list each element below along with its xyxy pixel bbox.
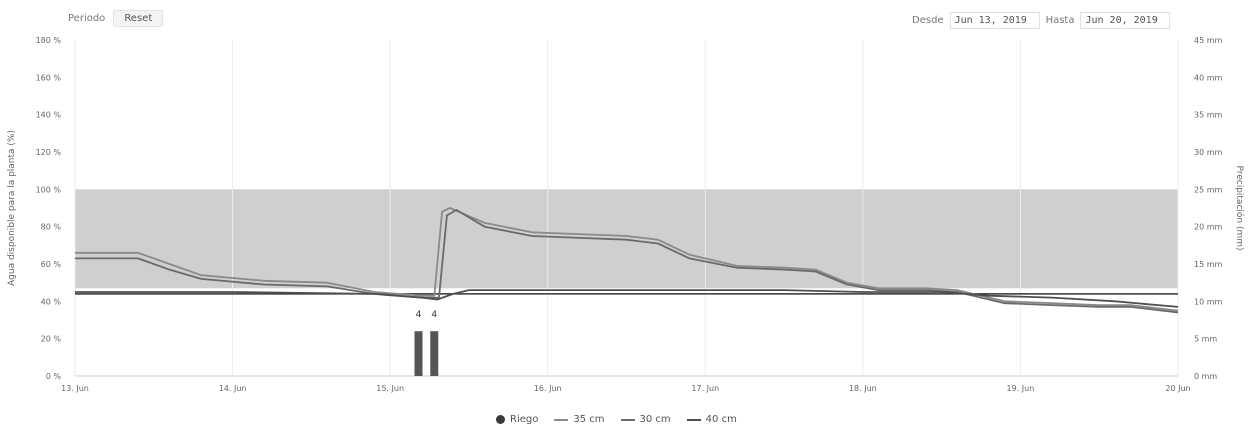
x-tick-label: 13. Jun — [61, 384, 89, 393]
x-tick-label: 18. Jun — [849, 384, 877, 393]
y2-tick-label: 30 mm — [1194, 148, 1223, 157]
from-label: Desde — [912, 15, 944, 26]
legend-dot-icon — [496, 415, 505, 424]
reset-button[interactable]: Reset — [113, 10, 164, 27]
y2-tick-label: 35 mm — [1194, 111, 1223, 120]
x-tick-label: 15. Jun — [376, 384, 404, 393]
legend-label: 35 cm — [573, 414, 605, 425]
riego-bar — [430, 331, 439, 376]
x-tick-label: 20 Jun — [1165, 384, 1190, 393]
y-tick-label: 60 % — [41, 260, 62, 269]
x-tick-label: 14. Jun — [219, 384, 247, 393]
y2-tick-label: 15 mm — [1194, 260, 1223, 269]
y-tick-label: 100 % — [36, 185, 62, 194]
to-label: Hasta — [1045, 15, 1075, 26]
y-tick-label: 180 % — [36, 36, 62, 45]
y-tick-label: 20 % — [41, 335, 62, 344]
legend-item-30cm[interactable]: 30 cm — [620, 414, 671, 425]
legend-label: 40 cm — [705, 414, 737, 425]
legend-item-40cm[interactable]: 40 cm — [686, 414, 737, 425]
legend-line-icon — [686, 418, 701, 421]
y2-tick-label: 45 mm — [1194, 36, 1223, 45]
from-date-input[interactable] — [949, 12, 1040, 29]
riego-bar — [414, 331, 423, 376]
y-axis-title: Agua disponible para la planta (%) — [7, 130, 17, 286]
legend-label: 30 cm — [639, 414, 671, 425]
x-tick-label: 16. Jun — [534, 384, 562, 393]
y-tick-label: 0 % — [46, 372, 62, 381]
series-line-40cm — [75, 289, 1179, 308]
legend-item-riego[interactable]: Riego — [496, 414, 538, 425]
y2-axis-title: Precipitación (mm) — [1234, 165, 1245, 250]
chart-legend: Riego 35 cm 30 cm 40 cm — [496, 414, 737, 425]
y-tick-label: 40 % — [41, 297, 62, 306]
y2-tick-label: 40 mm — [1194, 73, 1223, 82]
y2-tick-label: 10 mm — [1194, 297, 1223, 306]
series-line-30cm — [75, 209, 1179, 314]
x-tick-label: 19. Jun — [1007, 384, 1035, 393]
legend-line-icon — [554, 418, 569, 421]
y-tick-label: 120 % — [36, 148, 62, 157]
y2-tick-label: 25 mm — [1194, 185, 1223, 194]
y2-tick-label: 5 mm — [1194, 335, 1217, 344]
period-toolbar: Periodo Reset — [68, 10, 164, 27]
y2-tick-label: 20 mm — [1194, 223, 1223, 232]
riego-label: 4 — [416, 310, 422, 320]
x-tick-label: 17. Jun — [691, 384, 719, 393]
legend-item-35cm[interactable]: 35 cm — [554, 414, 605, 425]
y-tick-label: 80 % — [41, 223, 62, 232]
riego-label: 4 — [431, 310, 437, 320]
period-label: Periodo — [68, 13, 106, 24]
y-tick-label: 160 % — [36, 73, 62, 82]
y-tick-label: 140 % — [36, 111, 62, 120]
legend-line-icon — [620, 418, 635, 421]
date-range-toolbar: Desde Hasta — [912, 12, 1171, 29]
to-date-input[interactable] — [1080, 12, 1171, 29]
y2-tick-label: 0 mm — [1194, 372, 1217, 381]
legend-label: Riego — [510, 414, 539, 425]
